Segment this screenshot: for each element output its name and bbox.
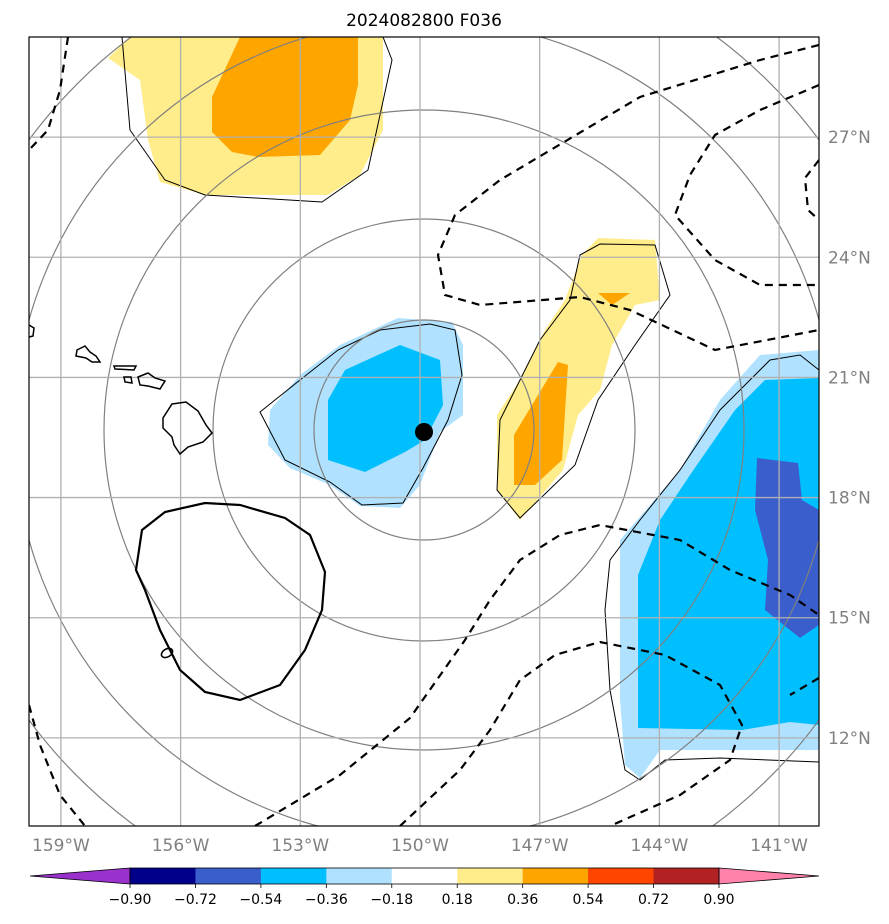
colorbar-tick-label: −0.18: [370, 892, 413, 908]
longitude-tick-label: 144°W: [631, 836, 689, 856]
colorbar-tick-label: −0.36: [305, 892, 348, 908]
longitude-tick-label: 153°W: [271, 836, 329, 856]
longitude-labels: 159°W 156°W 153°W 150°W 147°W 144°W 141°W: [32, 836, 808, 856]
colorbar-extend-low: [29, 867, 131, 885]
dashed-contours: [29, 37, 819, 826]
latitude-tick-label: 15°N: [828, 609, 871, 629]
colorbar-tick-label: −0.54: [239, 892, 282, 908]
colorbar-tick-label: 0.54: [573, 892, 604, 908]
colorbar-extend-high: [718, 867, 820, 885]
negative-anomaly-central-core: [328, 345, 443, 472]
colorbar-segment: [391, 868, 458, 884]
colorbar-tick-label: 0.18: [442, 892, 473, 908]
solid-contour: [134, 501, 327, 702]
colorbar-tick-label: 0.72: [638, 892, 669, 908]
longitude-tick-label: 147°W: [511, 836, 569, 856]
colorbar-tick-label: 0.36: [507, 892, 538, 908]
anomaly-shading: [108, 37, 819, 826]
colorbar-segment: [457, 868, 524, 884]
positive-anomaly-band-core: [514, 362, 568, 485]
latitude-tick-label: 21°N: [828, 368, 871, 388]
colorbar-tick-label: −0.90: [109, 892, 152, 908]
island-oahu: [75, 345, 102, 363]
colorbar-segment: [653, 868, 720, 884]
island-maui: [137, 372, 167, 390]
colorbar-outline: [129, 867, 720, 885]
colorbar-tick-label: −0.72: [174, 892, 217, 908]
storm-center-marker: [415, 423, 433, 441]
longitude-tick-label: 141°W: [750, 836, 808, 856]
longitude-tick-label: 150°W: [391, 836, 449, 856]
latitude-labels: 12°N 15°N 18°N 21°N 24°N 27°N: [828, 128, 871, 749]
colorbar-segment: [588, 868, 655, 884]
small-solid-contour: [160, 647, 174, 659]
gridlines: [29, 37, 819, 826]
colorbar: −0.90 −0.72 −0.54 −0.36 −0.18 0.18 0.36 0.54 0.7…: [29, 867, 820, 908]
colorbar-segment: [195, 868, 262, 884]
map-frame: [28, 36, 820, 827]
colorbar-segment: [522, 868, 589, 884]
colorbar-tick-label: 0.90: [703, 892, 734, 908]
island-hawaii: [162, 401, 213, 456]
colorbar-segment: [326, 868, 393, 884]
colorbar-segment: [130, 868, 196, 884]
latitude-tick-label: 18°N: [828, 489, 871, 509]
latitude-tick-label: 24°N: [828, 248, 871, 268]
colorbar-segment: [260, 868, 327, 884]
hawaiian-islands: [29, 324, 213, 456]
island-lanai: [123, 376, 133, 384]
longitude-tick-label: 159°W: [32, 836, 90, 856]
island-kauai: [29, 324, 35, 338]
longitude-tick-label: 156°W: [152, 836, 210, 856]
positive-anomaly-band-speck: [598, 293, 630, 305]
negative-anomaly-southeast-strong: [755, 458, 819, 638]
island-molokai: [112, 365, 138, 371]
figure-title: 2024082800 F036: [346, 11, 502, 31]
latitude-tick-label: 12°N: [828, 729, 871, 749]
latitude-tick-label: 27°N: [828, 128, 871, 148]
